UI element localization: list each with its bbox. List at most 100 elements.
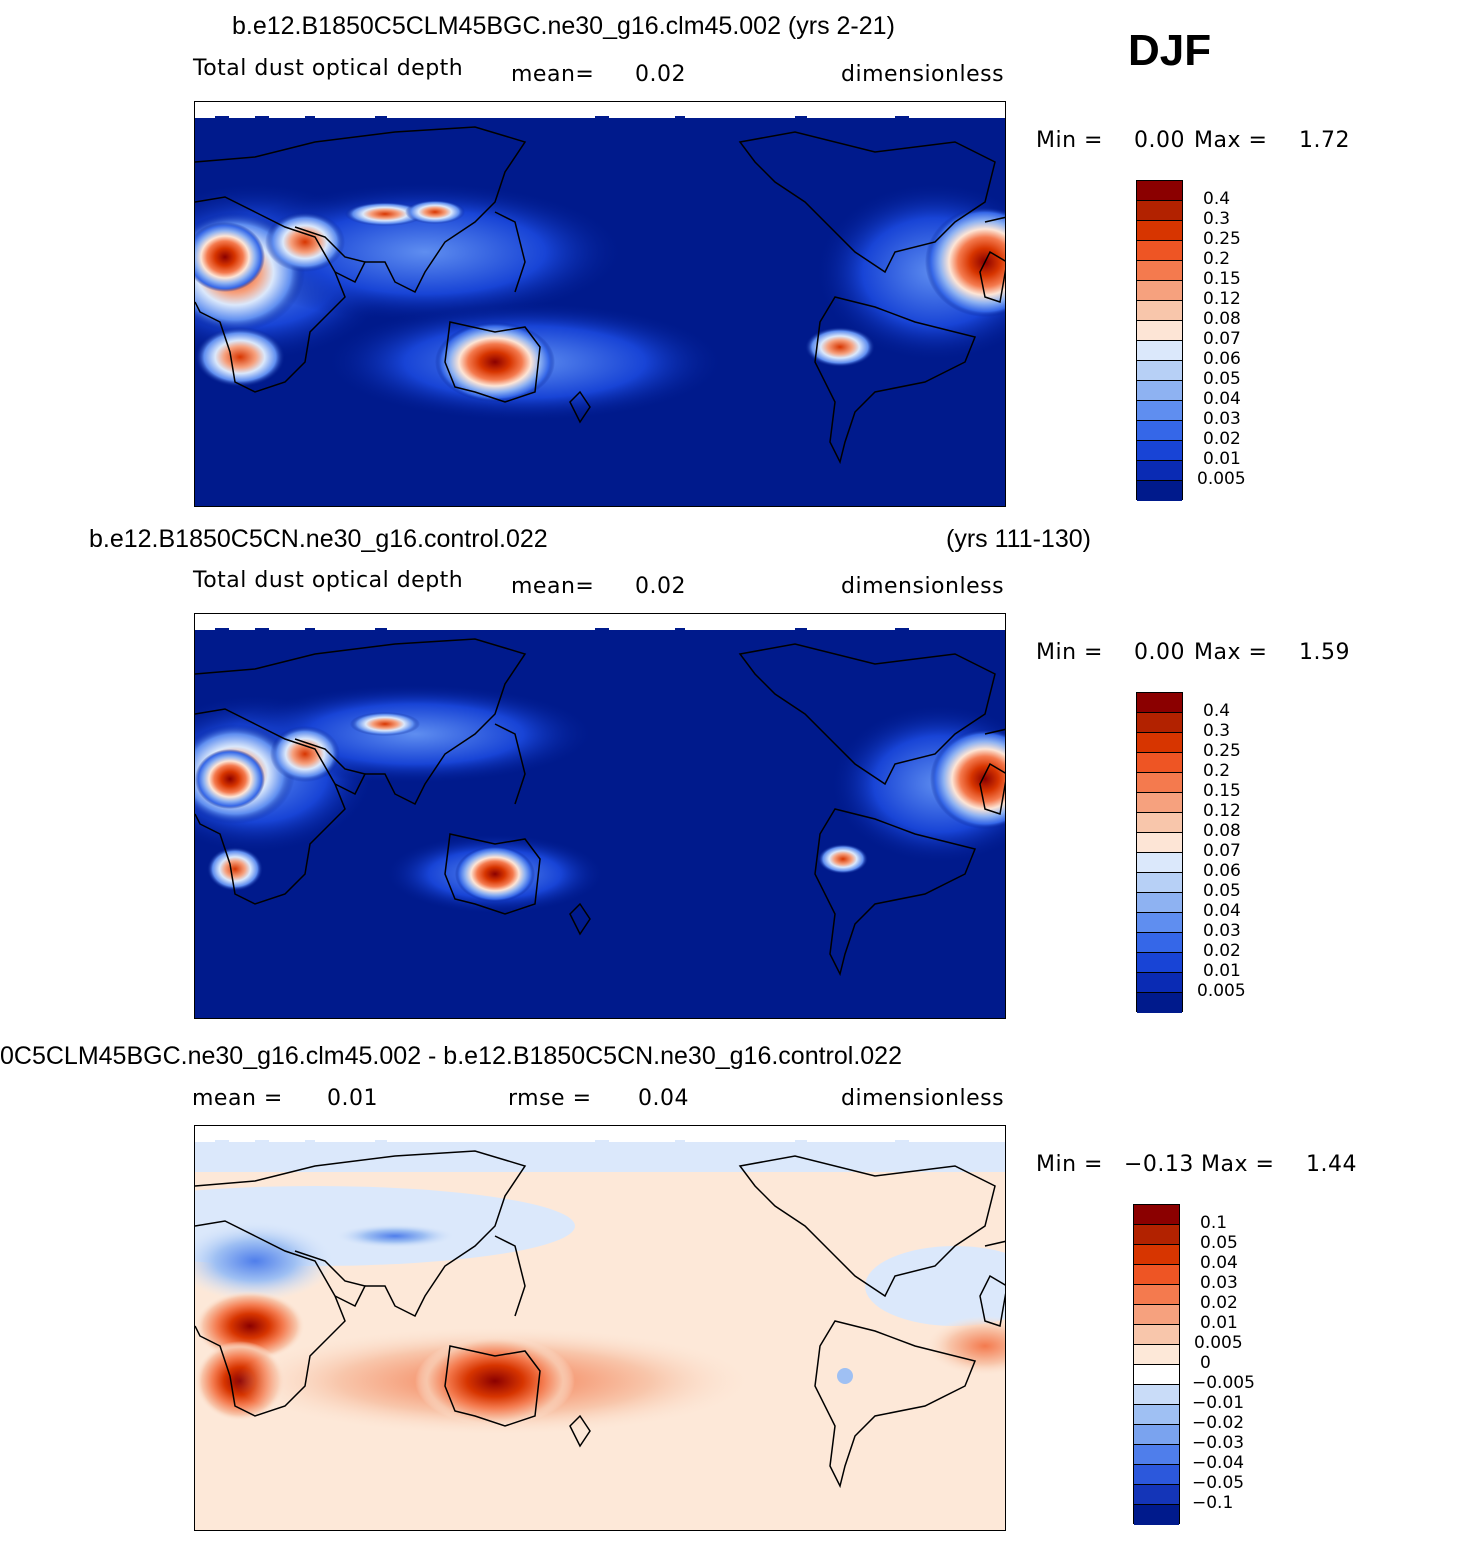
colorbar-segment bbox=[1137, 221, 1182, 241]
panel-title: 0C5CLM45BGC.ne30_g16.clm45.002 - b.e12.B… bbox=[0, 1042, 902, 1070]
max-value: 1.59 bbox=[1299, 640, 1350, 665]
colorbar-segment bbox=[1137, 993, 1182, 1013]
colorbar-label: −0.05 bbox=[1192, 1473, 1245, 1493]
colorbar-segment bbox=[1137, 833, 1182, 853]
colorbar-segment bbox=[1134, 1405, 1179, 1425]
colorbar-segment bbox=[1137, 973, 1182, 993]
max-label: Max = bbox=[1201, 1152, 1275, 1177]
colorbar-label: 0.005 bbox=[1197, 981, 1246, 1001]
colorbar-label: 0.3 bbox=[1203, 209, 1231, 229]
colorbar-label: 0.04 bbox=[1200, 1253, 1238, 1273]
colorbar-label: 0.2 bbox=[1203, 761, 1231, 781]
colorbar-segment bbox=[1137, 813, 1182, 833]
colorbar-segment bbox=[1134, 1485, 1179, 1505]
max-label: Max = bbox=[1194, 128, 1268, 153]
colorbar-label: 0.25 bbox=[1203, 229, 1241, 249]
colorbar-box bbox=[1133, 1204, 1180, 1525]
colorbar-segment bbox=[1137, 341, 1182, 361]
colorbar-label: 0.06 bbox=[1203, 861, 1241, 881]
variable-label: Total dust optical depth bbox=[193, 56, 464, 81]
map-panel-1 bbox=[194, 101, 1006, 507]
colorbar-label: 0.04 bbox=[1203, 389, 1241, 409]
colorbar-label: 0.02 bbox=[1203, 941, 1241, 961]
colorbar-label: 0.1 bbox=[1200, 1213, 1228, 1233]
colorbar-segment bbox=[1137, 201, 1182, 221]
colorbar-label: 0.07 bbox=[1203, 329, 1241, 349]
colorbar-segment bbox=[1137, 261, 1182, 281]
colorbar-label: 0.3 bbox=[1203, 721, 1231, 741]
colorbar-segment bbox=[1137, 893, 1182, 913]
colorbar-label: −0.04 bbox=[1192, 1453, 1245, 1473]
min-value: 0.00 bbox=[1134, 128, 1185, 153]
colorbar-label: 0.03 bbox=[1203, 921, 1241, 941]
colorbar-label: 0.005 bbox=[1197, 469, 1246, 489]
colorbar-segment bbox=[1137, 241, 1182, 261]
colorbar-label: 0.01 bbox=[1203, 961, 1241, 981]
colorbar-label: 0.02 bbox=[1200, 1293, 1238, 1313]
colorbar-segment bbox=[1134, 1225, 1179, 1245]
colorbar-segment bbox=[1137, 793, 1182, 813]
colorbar-label: 0.07 bbox=[1203, 841, 1241, 861]
panel-years: (yrs 111-130) bbox=[946, 525, 1091, 553]
colorbar-segment bbox=[1134, 1385, 1179, 1405]
colorbar-label: −0.02 bbox=[1192, 1413, 1245, 1433]
colorbar-segment bbox=[1134, 1265, 1179, 1285]
colorbar-label: 0.04 bbox=[1203, 901, 1241, 921]
colorbar-label: 0.06 bbox=[1203, 349, 1241, 369]
colorbar-label: 0 bbox=[1200, 1353, 1211, 1373]
colorbar-label: 0.02 bbox=[1203, 429, 1241, 449]
colorbar-label: 0.05 bbox=[1203, 369, 1241, 389]
colorbar-segment bbox=[1137, 381, 1182, 401]
panel-title: b.e12.B1850C5CN.ne30_g16.control.022 bbox=[89, 525, 548, 553]
map-panel-2 bbox=[194, 613, 1006, 1019]
colorbar-label: −0.005 bbox=[1192, 1373, 1255, 1393]
units-label: dimensionless bbox=[841, 1086, 1005, 1111]
colorbar-label: 0.4 bbox=[1203, 189, 1231, 209]
colorbar-segment bbox=[1134, 1305, 1179, 1325]
colorbar-segment bbox=[1137, 181, 1182, 201]
min-label: Min = bbox=[1036, 640, 1103, 665]
colorbar-segment bbox=[1134, 1325, 1179, 1345]
colorbar-box bbox=[1136, 180, 1183, 501]
colorbar-segment bbox=[1137, 913, 1182, 933]
colorbar-segment bbox=[1134, 1445, 1179, 1465]
colorbar-label: 0.08 bbox=[1203, 821, 1241, 841]
colorbar-segment bbox=[1137, 281, 1182, 301]
map-panel-3 bbox=[194, 1125, 1006, 1531]
colorbar-label: −0.01 bbox=[1192, 1393, 1245, 1413]
colorbar-label: 0.15 bbox=[1203, 781, 1241, 801]
colorbar-segment bbox=[1134, 1425, 1179, 1445]
colorbar-label: −0.03 bbox=[1192, 1433, 1245, 1453]
colorbar-segment bbox=[1137, 873, 1182, 893]
colorbar-segment bbox=[1137, 933, 1182, 953]
colorbar-label: 0.03 bbox=[1200, 1273, 1238, 1293]
colorbar-segment bbox=[1137, 853, 1182, 873]
colorbar-box bbox=[1136, 692, 1183, 1013]
max-value: 1.44 bbox=[1306, 1152, 1357, 1177]
colorbar-label: 0.03 bbox=[1203, 409, 1241, 429]
mean-value: 0.01 bbox=[327, 1086, 378, 1111]
colorbar-segment bbox=[1137, 773, 1182, 793]
colorbar-label: 0.01 bbox=[1203, 449, 1241, 469]
mean-label: mean= bbox=[511, 574, 595, 599]
colorbar-segment bbox=[1134, 1345, 1179, 1365]
colorbar-label: 0.05 bbox=[1200, 1233, 1238, 1253]
min-label: Min = bbox=[1036, 128, 1103, 153]
colorbar-segment bbox=[1137, 401, 1182, 421]
colorbar-segment bbox=[1137, 733, 1182, 753]
min-value: −0.13 bbox=[1124, 1152, 1194, 1177]
colorbar-segment bbox=[1134, 1505, 1179, 1525]
colorbar-label: −0.1 bbox=[1192, 1493, 1234, 1513]
max-value: 1.72 bbox=[1299, 128, 1350, 153]
colorbar-segment bbox=[1137, 321, 1182, 341]
mean-value: 0.02 bbox=[635, 574, 686, 599]
colorbar-segment bbox=[1137, 713, 1182, 733]
mean-label: mean = bbox=[192, 1086, 283, 1111]
colorbar-segment bbox=[1137, 301, 1182, 321]
mean-label: mean= bbox=[511, 62, 595, 87]
colorbar-label: 0.2 bbox=[1203, 249, 1231, 269]
min-value: 0.00 bbox=[1134, 640, 1185, 665]
colorbar-segment bbox=[1137, 753, 1182, 773]
colorbar-label: 0.15 bbox=[1203, 269, 1241, 289]
colorbar-label: 0.01 bbox=[1200, 1313, 1238, 1333]
